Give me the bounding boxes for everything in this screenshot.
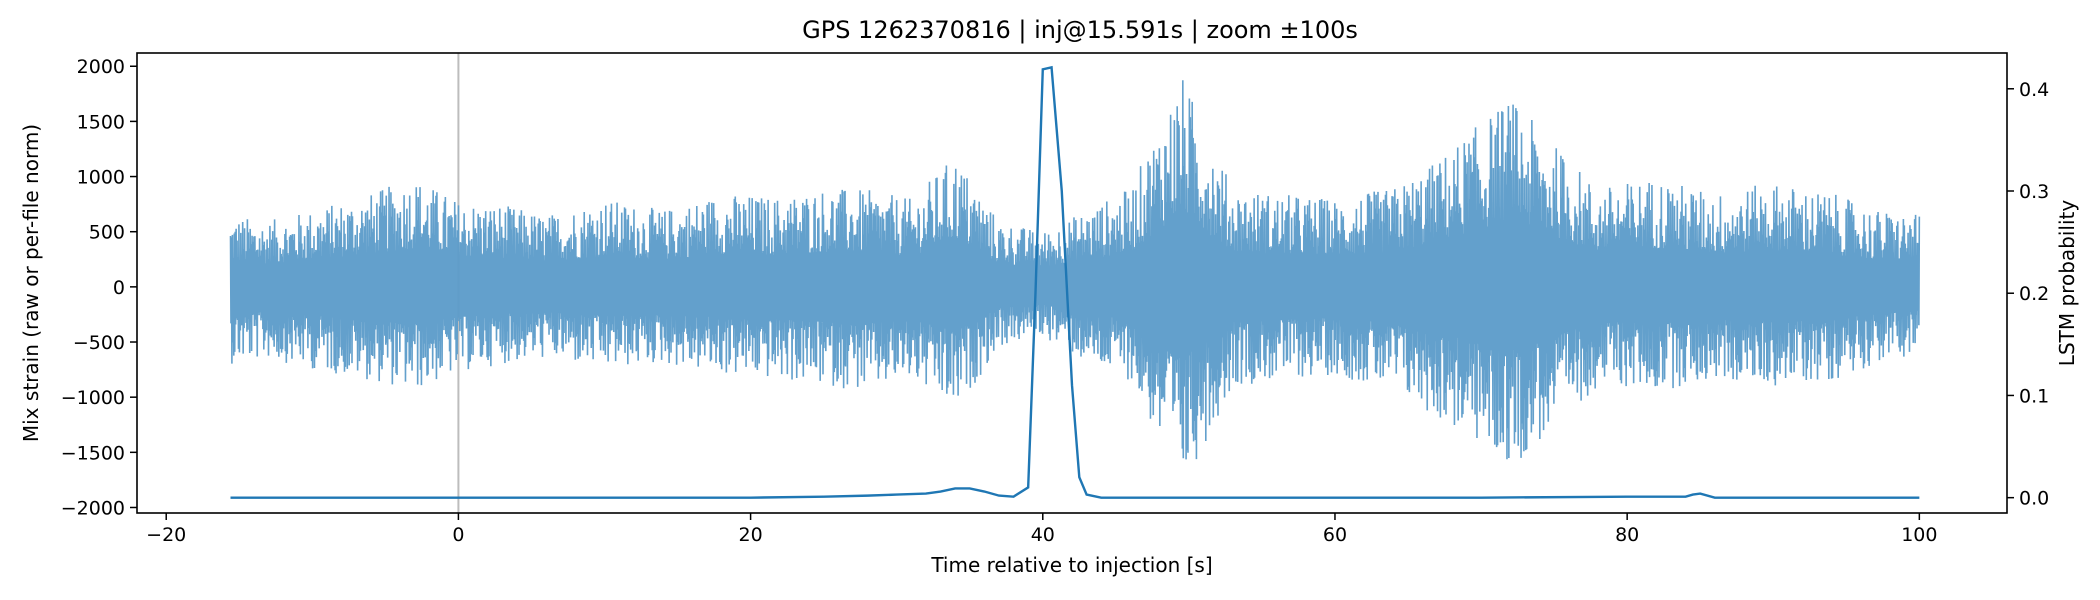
y-right-tick-label: 0.1 [2019,385,2049,407]
y-left-tick-label: −1500 [61,442,125,464]
y-left-tick-label: 0 [113,277,125,299]
plot-layer [229,53,1921,513]
strain-series-line [229,80,1921,460]
x-tick-label: 20 [739,524,763,546]
x-axis-label: Time relative to injection [s] [930,553,1212,577]
x-tick-label: 40 [1031,524,1055,546]
y-right-tick-label: 0.3 [2019,181,2049,203]
y-axis-left: −2000 −1500 −1000 −500 0 500 1000 1500 2000 [61,56,137,519]
y-left-tick-label: −500 [73,332,125,354]
y-left-tick-label: 500 [89,222,125,244]
y-left-tick-label: −1000 [61,387,125,409]
x-axis: −20 0 20 40 60 80 100 [146,513,1937,546]
y-left-tick-label: 1000 [77,167,125,189]
y-left-tick-label: −2000 [61,497,125,519]
probability-series-line [230,65,1920,499]
chart-title: GPS 1262370816 | inj@15.591s | zoom ±100… [802,16,1358,44]
y-right-tick-label: 0.0 [2019,488,2049,510]
x-tick-label: 0 [452,524,464,546]
x-tick-label: 60 [1323,524,1347,546]
y-right-tick-label: 0.4 [2019,79,2049,101]
x-tick-label: −20 [146,524,186,546]
y-axis-left-label: Mix strain (raw or per-file norm) [19,124,43,442]
plot-frame [136,52,2008,514]
y-right-tick-label: 0.2 [2019,283,2049,305]
y-axis-right: 0.0 0.1 0.2 0.3 0.4 [2007,79,2049,510]
y-axis-right-label: LSTM probability [2055,200,2079,367]
y-left-tick-label: 1500 [77,111,125,133]
y-left-tick-label: 2000 [77,56,125,78]
x-tick-label: 80 [1615,524,1639,546]
x-tick-label: 100 [1901,524,1937,546]
